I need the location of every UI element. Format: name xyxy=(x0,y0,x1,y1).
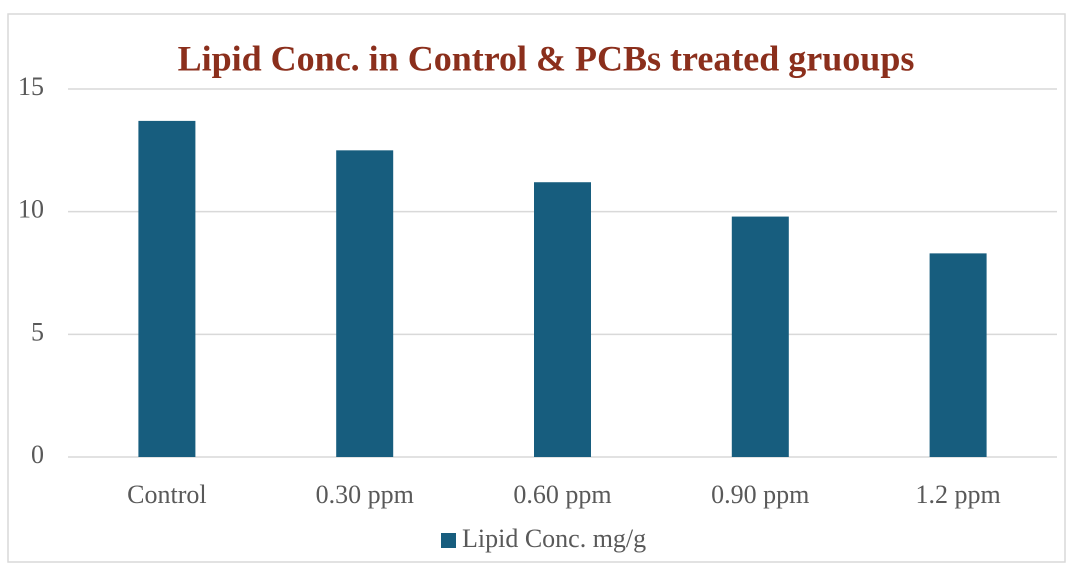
y-tick-label: 15 xyxy=(18,72,44,101)
x-tick-label: 0.90 ppm xyxy=(711,480,809,509)
chart-title: Lipid Conc. in Control & PCBs treated gr… xyxy=(178,38,915,78)
y-tick-label: 10 xyxy=(18,195,44,224)
x-tick-label: 1.2 ppm xyxy=(915,480,1000,509)
bar xyxy=(336,150,394,458)
legend-swatch xyxy=(441,533,456,548)
legend-label: Lipid Conc. mg/g xyxy=(462,524,646,553)
bar xyxy=(138,120,196,457)
bar xyxy=(534,182,591,457)
bar xyxy=(929,253,987,457)
x-tick-label: 0.60 ppm xyxy=(513,480,611,509)
bar xyxy=(731,216,789,457)
x-tick-label: Control xyxy=(127,480,206,509)
y-tick-label: 0 xyxy=(31,440,44,469)
x-tick-label: 0.30 ppm xyxy=(316,480,414,509)
y-tick-label: 5 xyxy=(31,317,44,346)
